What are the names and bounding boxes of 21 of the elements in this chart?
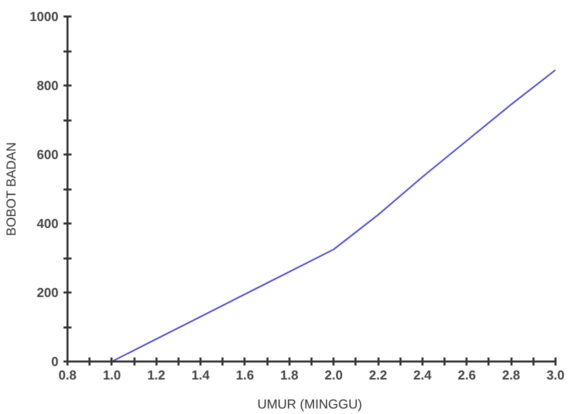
text: 2.0 — [324, 368, 343, 382]
y-tick-label: 800 — [36, 78, 59, 93]
x-tick-label: 1.4 — [192, 368, 210, 382]
x-tick-label: 2.2 — [369, 368, 388, 382]
x-tick-label: 1.8 — [280, 368, 298, 382]
x-tick-label: 1.2 — [147, 368, 166, 382]
x-tick-label: 1.6 — [236, 368, 254, 382]
y-tick-label: 200 — [36, 285, 59, 300]
y-tick-label: 1000 — [30, 9, 58, 24]
text: 1.0 — [102, 368, 121, 382]
y-tick-label: 0 — [51, 354, 59, 369]
line-series — [111, 69, 556, 362]
x-tick-label: 0.8 — [58, 368, 77, 382]
y-tick-label: 600 — [36, 147, 59, 162]
x-tick-label: 2.8 — [502, 368, 520, 382]
y-axis-title: BOBOT BADAN — [4, 142, 19, 236]
y-tick-label: 400 — [36, 216, 59, 231]
x-axis-title: UMUR (MINGGU) — [257, 396, 362, 412]
x-tick-label: 2.4 — [413, 368, 432, 382]
text: 3.0 — [546, 368, 565, 382]
x-tick-label: 2.6 — [458, 368, 476, 382]
